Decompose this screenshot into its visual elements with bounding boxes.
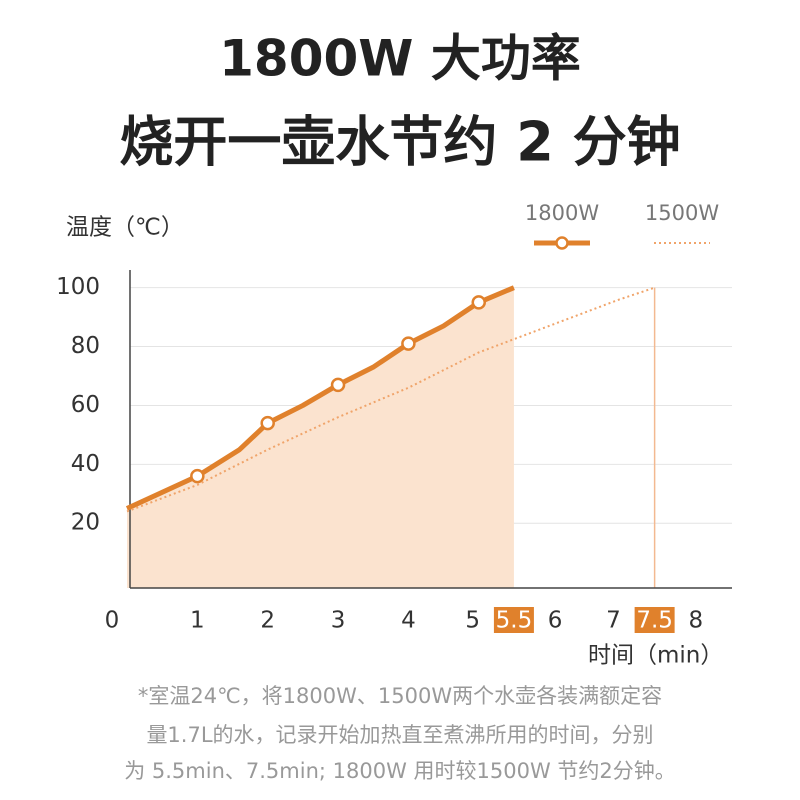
y-tick-label: 60 bbox=[71, 392, 100, 418]
chart-title: 烧开一壶水节约 2 分钟 bbox=[119, 111, 680, 174]
x-tick-label: 7.5 bbox=[636, 608, 673, 634]
marker bbox=[260, 415, 275, 431]
footnote: 量1.7L的水，记录开始加热直至煮沸所用的时间，分别 bbox=[146, 723, 653, 747]
x-tick-label: 5.5 bbox=[496, 608, 533, 634]
x-tick-label: 8 bbox=[688, 608, 703, 634]
x-tick-label: 2 bbox=[260, 608, 275, 634]
y-tick-label: 20 bbox=[71, 510, 100, 536]
legend-label: 1500W bbox=[645, 201, 719, 225]
footnote: 为 5.5min、7.5min; 1800W 用时较1500W 节约2分钟。 bbox=[124, 759, 676, 783]
marker bbox=[190, 468, 205, 484]
marker bbox=[471, 295, 486, 310]
area bbox=[127, 287, 514, 588]
y-tick-label: 40 bbox=[71, 451, 100, 477]
x-tick-label: 1 bbox=[190, 608, 205, 634]
x-axis-label: 时间（min） bbox=[588, 643, 723, 669]
tick-highlight bbox=[634, 607, 675, 633]
y-tick-label: 100 bbox=[56, 274, 100, 300]
footnote: *室温24℃，将1800W、1500W两个水壶各装满额定容 bbox=[138, 684, 662, 708]
x-tick-label: 3 bbox=[331, 608, 346, 634]
y-axis-label: 温度（℃） bbox=[66, 215, 184, 241]
tick-highlight bbox=[493, 607, 534, 633]
x-tick-label: 7 bbox=[606, 608, 621, 634]
x-tick-label: 6 bbox=[548, 608, 563, 634]
chart-title: 1800W 大功率 bbox=[219, 30, 581, 88]
marker bbox=[330, 377, 346, 393]
x-tick-label: 5 bbox=[465, 608, 480, 634]
legend-label: 1800W bbox=[525, 201, 599, 225]
y-tick-label: 80 bbox=[71, 333, 100, 359]
line bbox=[126, 286, 655, 513]
x-tick-label: 4 bbox=[401, 608, 416, 634]
marker bbox=[401, 336, 416, 351]
legend-marker bbox=[555, 236, 569, 250]
x-tick-label: 0 bbox=[105, 608, 120, 634]
